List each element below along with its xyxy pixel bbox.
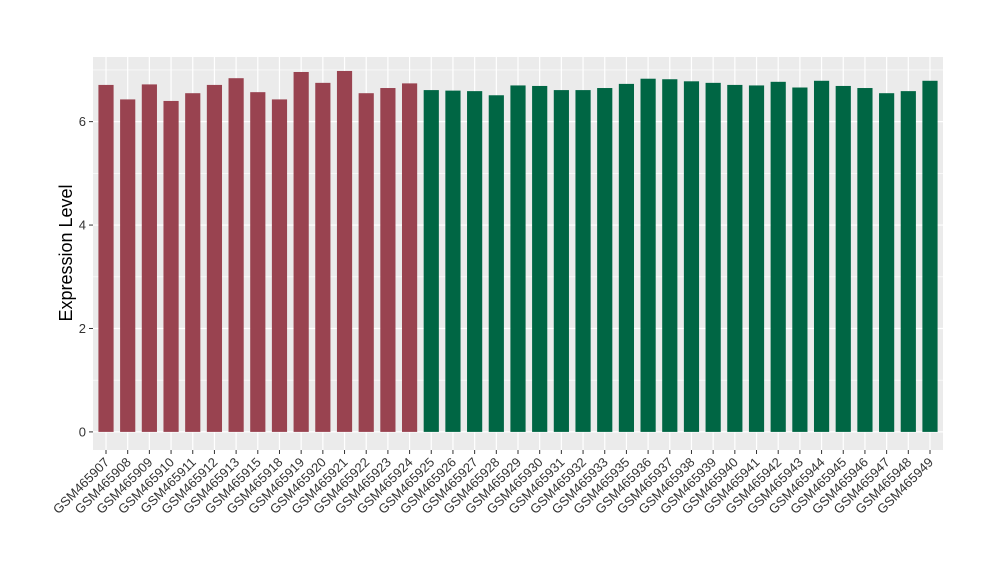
y-axis: 0 2 4 6 (79, 114, 93, 439)
bar-GSM465918 (271, 99, 288, 432)
bar-GSM465919 (293, 71, 309, 432)
bar-GSM465948 (900, 91, 916, 432)
bar-GSM465925 (423, 90, 439, 432)
bar-GSM465939 (705, 82, 721, 432)
bar-GSM465946 (857, 88, 873, 432)
bar-GSM465909 (141, 84, 157, 432)
bar-GSM465911 (185, 93, 201, 432)
bar-GSM465940 (727, 84, 743, 432)
bar-GSM465929 (510, 85, 526, 432)
bar-GSM465935 (618, 83, 635, 432)
bar-GSM465945 (835, 85, 851, 432)
bar-GSM465926 (445, 90, 461, 432)
bar-GSM465915 (250, 92, 266, 432)
bars (98, 70, 938, 432)
y-tick-label: 2 (79, 321, 86, 336)
bar-GSM465936 (640, 78, 656, 432)
bar-GSM465922 (358, 93, 374, 432)
bar-GSM465933 (597, 88, 613, 432)
x-axis: GSM465907GSM465908GSM465909GSM465910GSM4… (50, 450, 936, 517)
bar-GSM465920 (315, 82, 331, 432)
bar-GSM465937 (662, 79, 678, 432)
bar-GSM465921 (336, 70, 353, 432)
bar-GSM465928 (488, 95, 504, 432)
bar-GSM465924 (401, 83, 418, 432)
bar-GSM465931 (553, 90, 569, 432)
bar-GSM465941 (748, 85, 765, 432)
y-tick-label: 0 (79, 424, 86, 439)
bar-GSM465910 (163, 100, 179, 432)
bar-GSM465923 (380, 88, 396, 432)
bar-GSM465942 (770, 81, 786, 432)
bar-GSM465908 (120, 99, 136, 432)
bar-GSM465912 (206, 84, 223, 432)
y-axis-title: Expression Level (56, 184, 76, 321)
bar-GSM465930 (532, 85, 548, 432)
bar-GSM465907 (98, 84, 114, 432)
bar-GSM465949 (922, 80, 938, 432)
bar-GSM465938 (683, 81, 700, 432)
y-tick-label: 4 (79, 218, 86, 233)
bar-GSM465913 (228, 78, 244, 432)
bar-GSM465932 (575, 90, 591, 432)
y-tick-label: 6 (79, 114, 86, 129)
bar-GSM465927 (467, 91, 483, 432)
bar-GSM465944 (813, 80, 830, 432)
bar-GSM465943 (792, 87, 808, 432)
bar-GSM465947 (879, 93, 895, 432)
